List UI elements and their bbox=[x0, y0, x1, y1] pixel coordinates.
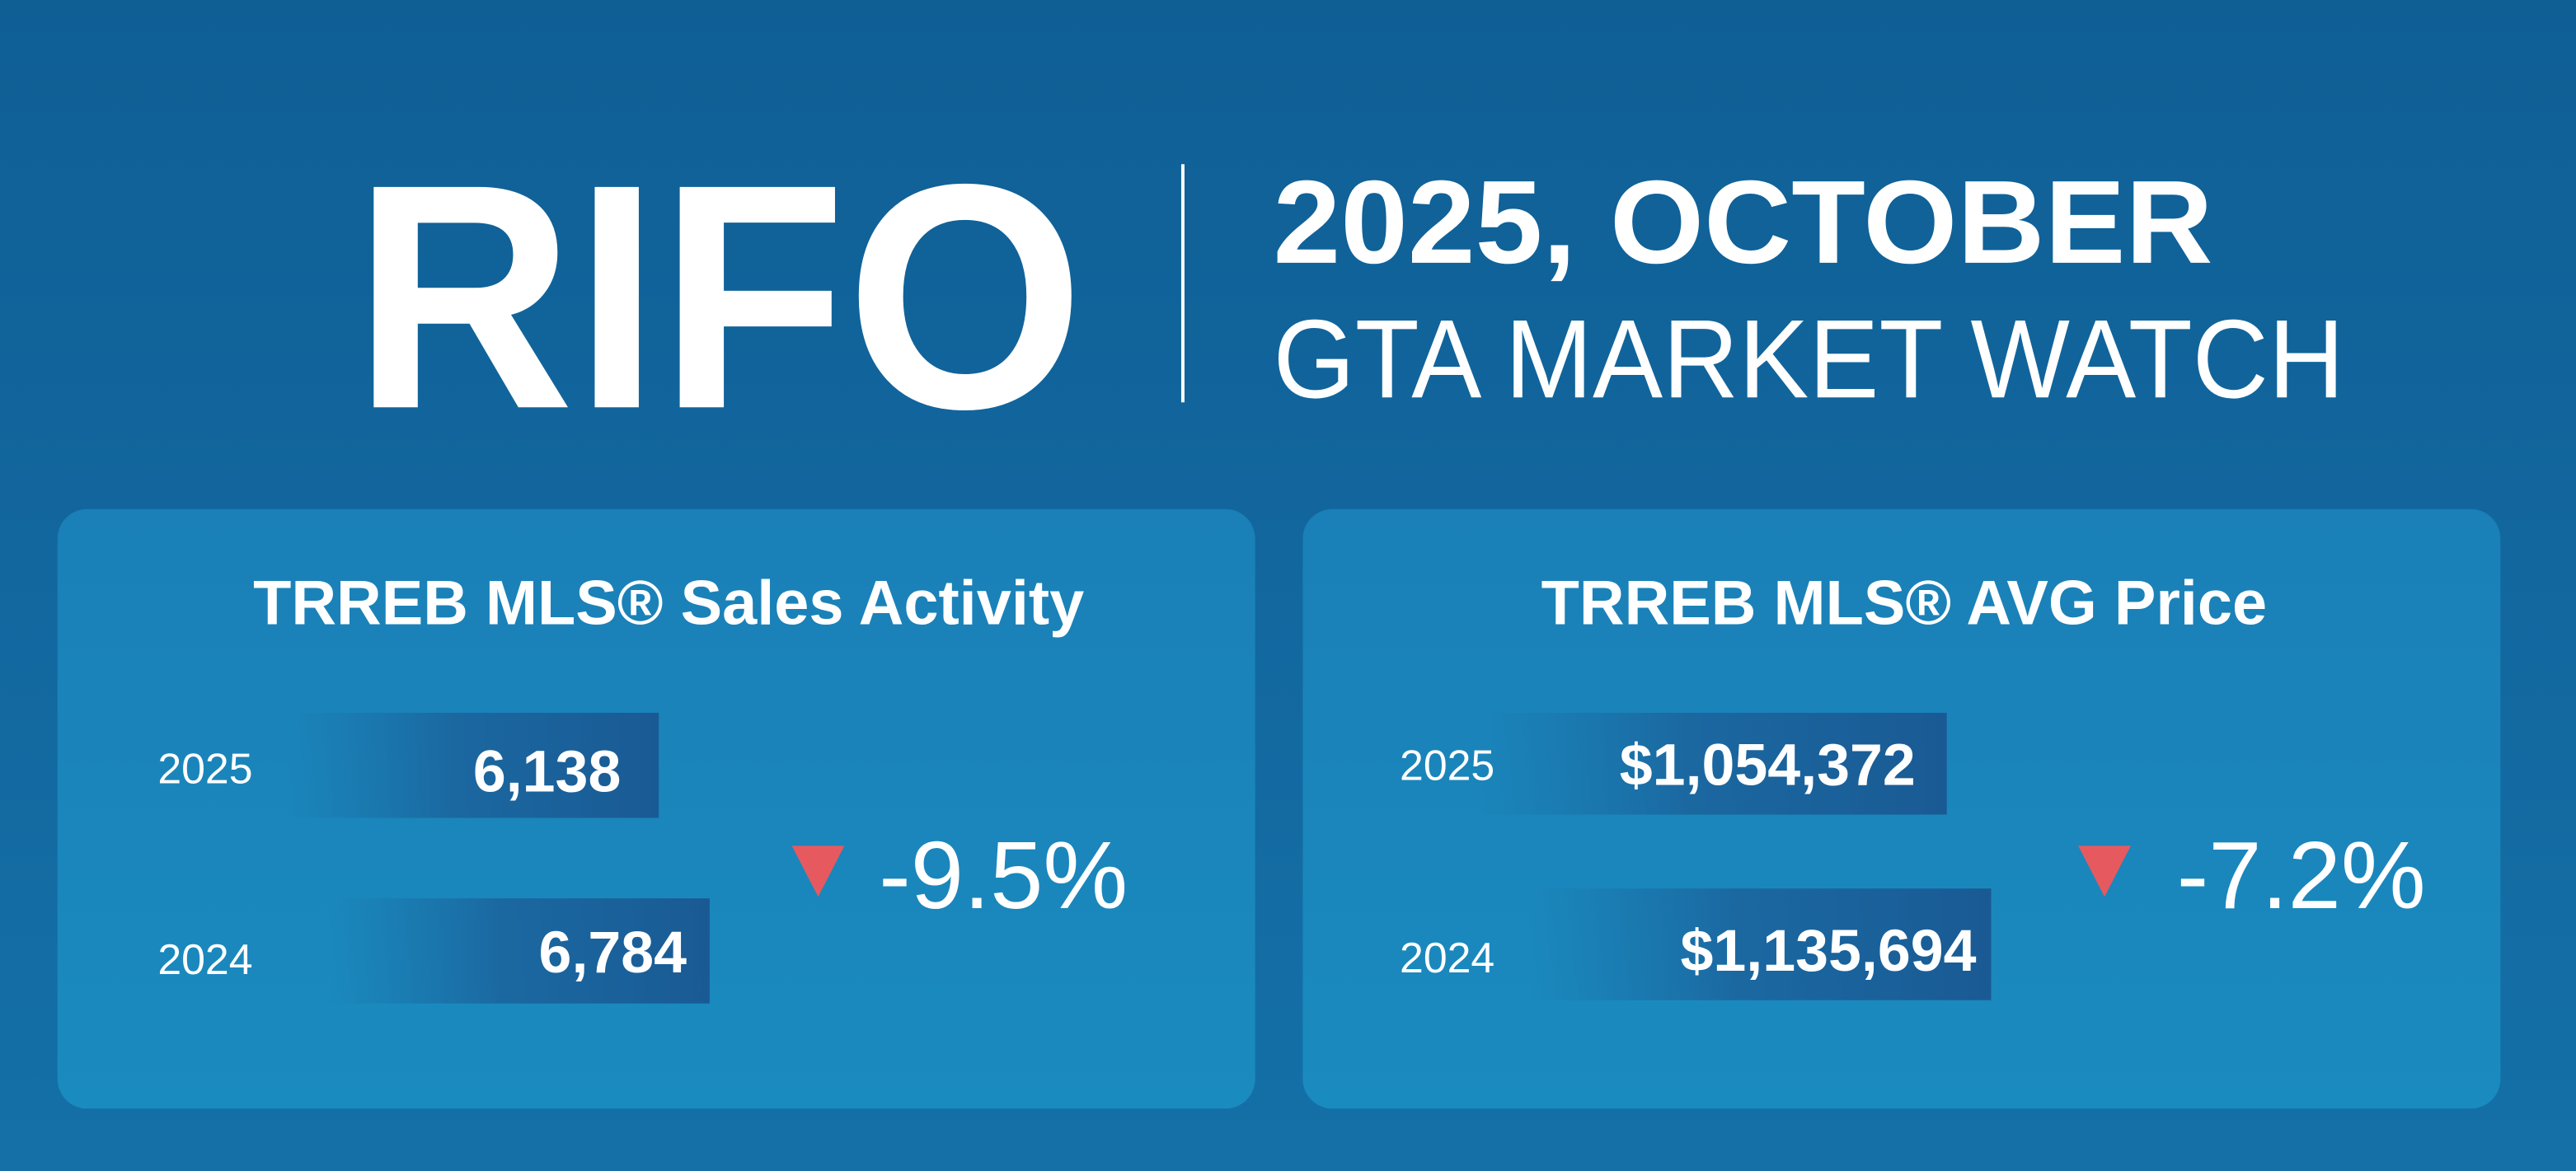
value-bar bbox=[328, 898, 710, 1004]
subtitle: GTA MARKET WATCH bbox=[1274, 296, 2344, 421]
value-bar bbox=[287, 712, 659, 818]
value-bar bbox=[1527, 888, 1992, 1000]
value-label: $1,054,372 bbox=[1620, 733, 1916, 799]
year-label: 2024 bbox=[1400, 934, 1494, 981]
value-label: 6,784 bbox=[539, 920, 687, 986]
panel-title: TRREB MLS® Sales Activity bbox=[253, 568, 1084, 638]
down-arrow bbox=[2078, 845, 2131, 897]
value-label: 6,138 bbox=[473, 739, 622, 805]
year-label: 2025 bbox=[157, 745, 252, 793]
panel-title: TRREB MLS® AVG Price bbox=[1541, 568, 2267, 638]
year-label: 2024 bbox=[157, 935, 252, 983]
value-label: $1,135,694 bbox=[1681, 918, 1977, 984]
value-bar bbox=[1478, 712, 1947, 815]
logo: RIFO bbox=[353, 118, 1084, 475]
change-label: -7.2% bbox=[2177, 822, 2426, 929]
change-label: -9.5% bbox=[879, 822, 1128, 929]
down-arrow bbox=[791, 845, 845, 897]
year-label: 2025 bbox=[1400, 742, 1494, 789]
title: 2025, OCTOBER bbox=[1274, 157, 2213, 288]
